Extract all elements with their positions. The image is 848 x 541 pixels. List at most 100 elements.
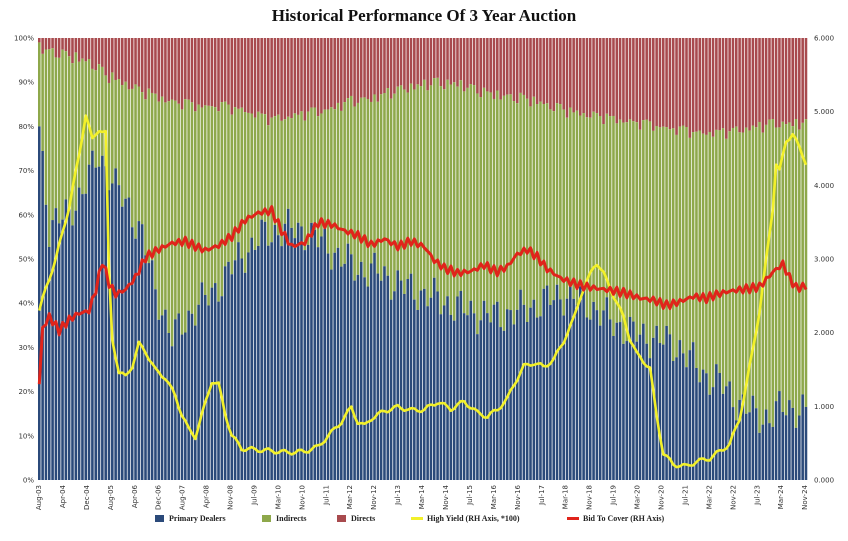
bar-directs bbox=[545, 38, 549, 104]
bar-directs bbox=[432, 38, 436, 79]
bar-primary-dealers bbox=[671, 361, 675, 480]
bar-primary-dealers bbox=[413, 299, 416, 480]
bar-directs bbox=[349, 38, 353, 96]
bar-directs bbox=[353, 38, 356, 107]
bar-indirects bbox=[688, 137, 692, 351]
bar-primary-dealers bbox=[456, 296, 459, 480]
legend-label: Bid To Cover (RH Axis) bbox=[583, 514, 665, 523]
bar-primary-dealers bbox=[220, 296, 224, 480]
bar-indirects bbox=[542, 104, 546, 289]
bar-indirects bbox=[791, 126, 794, 408]
bar-directs bbox=[721, 38, 725, 129]
bar-indirects bbox=[44, 49, 48, 205]
bar-indirects bbox=[738, 132, 741, 401]
bar-directs bbox=[356, 38, 360, 103]
bar-indirects bbox=[326, 109, 330, 254]
bar-indirects bbox=[635, 122, 638, 342]
bar-primary-dealers bbox=[788, 400, 791, 480]
bar-directs bbox=[642, 38, 645, 121]
bar-primary-dealers bbox=[144, 255, 147, 480]
bar-primary-dealers bbox=[164, 309, 167, 480]
bar-directs bbox=[227, 38, 230, 105]
bar-indirects bbox=[373, 94, 376, 253]
bar-indirects bbox=[744, 127, 748, 414]
bar-primary-dealers bbox=[406, 279, 409, 480]
bar-indirects bbox=[432, 78, 436, 278]
bar-directs bbox=[738, 38, 741, 133]
bar-directs bbox=[781, 38, 785, 122]
left-axis-tick-label: 90% bbox=[18, 79, 34, 87]
high-yield-line bbox=[38, 114, 808, 469]
bar-directs bbox=[652, 38, 655, 131]
bar-indirects bbox=[386, 88, 390, 276]
bar-directs bbox=[615, 38, 619, 124]
bar-primary-dealers bbox=[180, 334, 184, 480]
bar-indirects bbox=[698, 130, 702, 383]
bar-primary-dealers bbox=[436, 291, 439, 480]
bar-indirects bbox=[127, 89, 131, 198]
bar-directs bbox=[280, 38, 283, 121]
bar-indirects bbox=[180, 109, 184, 335]
bar-directs bbox=[203, 38, 207, 106]
bar-directs bbox=[393, 38, 396, 94]
bar-primary-dealers bbox=[373, 252, 376, 480]
bar-indirects bbox=[436, 77, 439, 292]
bar-primary-dealers bbox=[472, 313, 476, 480]
left-axis-tick-label: 30% bbox=[18, 344, 34, 352]
bar-indirects bbox=[403, 89, 406, 294]
bar-directs bbox=[260, 38, 263, 114]
bar-primary-dealers bbox=[193, 325, 197, 480]
right-axis-tick-label: 5.000 bbox=[814, 108, 834, 116]
bar-indirects bbox=[117, 79, 121, 186]
right-axis-tick-label: 0.000 bbox=[814, 477, 834, 485]
bar-primary-dealers bbox=[300, 226, 303, 480]
bar-indirects bbox=[187, 99, 190, 311]
bar-directs bbox=[413, 38, 416, 90]
bar-primary-dealers bbox=[618, 322, 622, 480]
bar-indirects bbox=[170, 99, 174, 347]
chart-title: Historical Performance Of 3 Year Auction bbox=[271, 6, 577, 25]
bar-directs bbox=[476, 38, 479, 94]
bar-directs bbox=[741, 38, 745, 133]
bar-indirects bbox=[701, 133, 705, 370]
bar-directs bbox=[774, 38, 778, 128]
bar-indirects bbox=[147, 88, 151, 264]
bar-indirects bbox=[270, 117, 273, 243]
bar-primary-dealers bbox=[213, 283, 217, 480]
bar-primary-dealers bbox=[678, 340, 682, 480]
x-axis-tick-label: Mar-22 bbox=[705, 485, 713, 509]
bar-indirects bbox=[71, 63, 74, 226]
bar-directs bbox=[134, 38, 137, 85]
bar-primary-dealers bbox=[389, 299, 393, 480]
bar-directs bbox=[668, 38, 672, 130]
bar-indirects bbox=[87, 58, 91, 165]
bar-directs bbox=[383, 38, 386, 93]
bar-directs bbox=[734, 38, 738, 127]
bar-directs bbox=[605, 38, 609, 114]
left-axis-tick-label: 100% bbox=[14, 35, 34, 43]
bar-indirects bbox=[804, 119, 808, 407]
bar-primary-dealers bbox=[340, 266, 343, 480]
bar-directs bbox=[44, 38, 48, 50]
bar-primary-dealers bbox=[529, 307, 532, 480]
bar-indirects bbox=[220, 102, 224, 297]
bar-primary-dealers bbox=[545, 285, 549, 480]
bar-directs bbox=[801, 38, 804, 123]
bar-indirects bbox=[413, 89, 416, 300]
bar-primary-dealers bbox=[731, 407, 735, 480]
bar-primary-dealers bbox=[184, 332, 187, 480]
bar-directs bbox=[725, 38, 728, 139]
bar-primary-dealers bbox=[250, 237, 253, 480]
bar-directs bbox=[419, 38, 423, 87]
x-axis-tick-label: Jul-19 bbox=[610, 485, 618, 506]
bar-primary-dealers bbox=[270, 242, 273, 480]
bar-directs bbox=[104, 38, 107, 76]
bar-directs bbox=[449, 38, 453, 85]
bar-indirects bbox=[250, 113, 253, 238]
bar-primary-dealers bbox=[47, 246, 51, 480]
bar-primary-dealers bbox=[303, 250, 307, 480]
bar-primary-dealers bbox=[519, 289, 522, 480]
x-axis-tick-label: Jul-21 bbox=[681, 485, 689, 506]
bar-directs bbox=[386, 38, 390, 89]
